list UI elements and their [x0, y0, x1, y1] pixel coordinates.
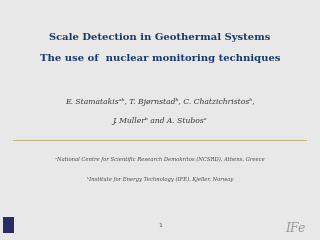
Text: ᵃNational Centre for Scientific Research Demokritos (NCSRD), Athens, Greece: ᵃNational Centre for Scientific Research… [55, 157, 265, 162]
Text: Scale Detection in Geothermal Systems: Scale Detection in Geothermal Systems [49, 33, 271, 42]
Bar [3, 217, 14, 233]
Text: IFe: IFe [285, 222, 306, 235]
Text: 1: 1 [158, 223, 162, 228]
Text: E. Stamatakisᵃᵇ, T. Bjørnstadᵇ, C. Chatzichristosᵇ,: E. Stamatakisᵃᵇ, T. Bjørnstadᵇ, C. Chatz… [65, 98, 255, 106]
Text: J. Mullerᵇ and A. Stubosᵃ: J. Mullerᵇ and A. Stubosᵃ [113, 117, 207, 125]
Text: ᵇInstitute for Energy Technology (IFE), Kjeller, Norway: ᵇInstitute for Energy Technology (IFE), … [87, 177, 233, 182]
Text: The use of  nuclear monitoring techniques: The use of nuclear monitoring techniques [40, 54, 280, 63]
